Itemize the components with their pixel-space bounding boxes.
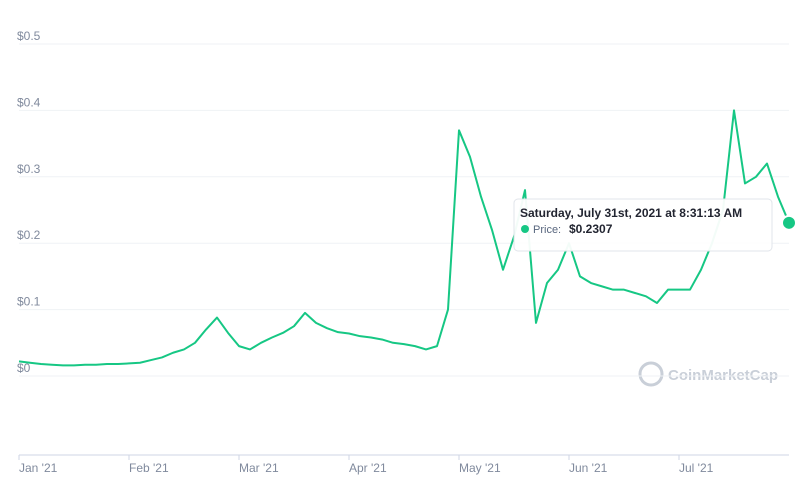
tooltip: Saturday, July 31st, 2021 at 8:31:13 AM P… bbox=[513, 198, 773, 252]
tooltip-label: Price: bbox=[533, 224, 561, 236]
tooltip-title: Saturday, July 31st, 2021 at 8:31:13 AM bbox=[520, 206, 742, 220]
tooltip-swatch bbox=[521, 225, 529, 233]
tooltip-value: $0.2307 bbox=[569, 222, 613, 236]
y-tick-label: $0.5 bbox=[17, 29, 41, 43]
price-line bbox=[18, 109, 790, 367]
y-tick-label: $0.3 bbox=[17, 162, 41, 176]
x-tick-label: Jul '21 bbox=[679, 461, 714, 475]
tooltip-box bbox=[513, 198, 773, 252]
x-tick-label: Mar '21 bbox=[239, 461, 279, 475]
watermark-logo bbox=[638, 361, 664, 387]
watermark: CoinMarketCap bbox=[638, 361, 778, 387]
y-tick-label: $0.4 bbox=[17, 95, 41, 109]
x-tick-label: Apr '21 bbox=[349, 461, 387, 475]
y-tick-label: $0.1 bbox=[17, 295, 41, 309]
x-tick-label: Jan '21 bbox=[19, 461, 58, 475]
x-tick-label: May '21 bbox=[459, 461, 501, 475]
y-tick-label: $0.2 bbox=[17, 228, 41, 242]
x-tick-label: Feb '21 bbox=[129, 461, 169, 475]
hover-point bbox=[781, 214, 797, 231]
x-tick-label: Jun '21 bbox=[569, 461, 608, 475]
y-tick-label: $0 bbox=[17, 361, 31, 375]
